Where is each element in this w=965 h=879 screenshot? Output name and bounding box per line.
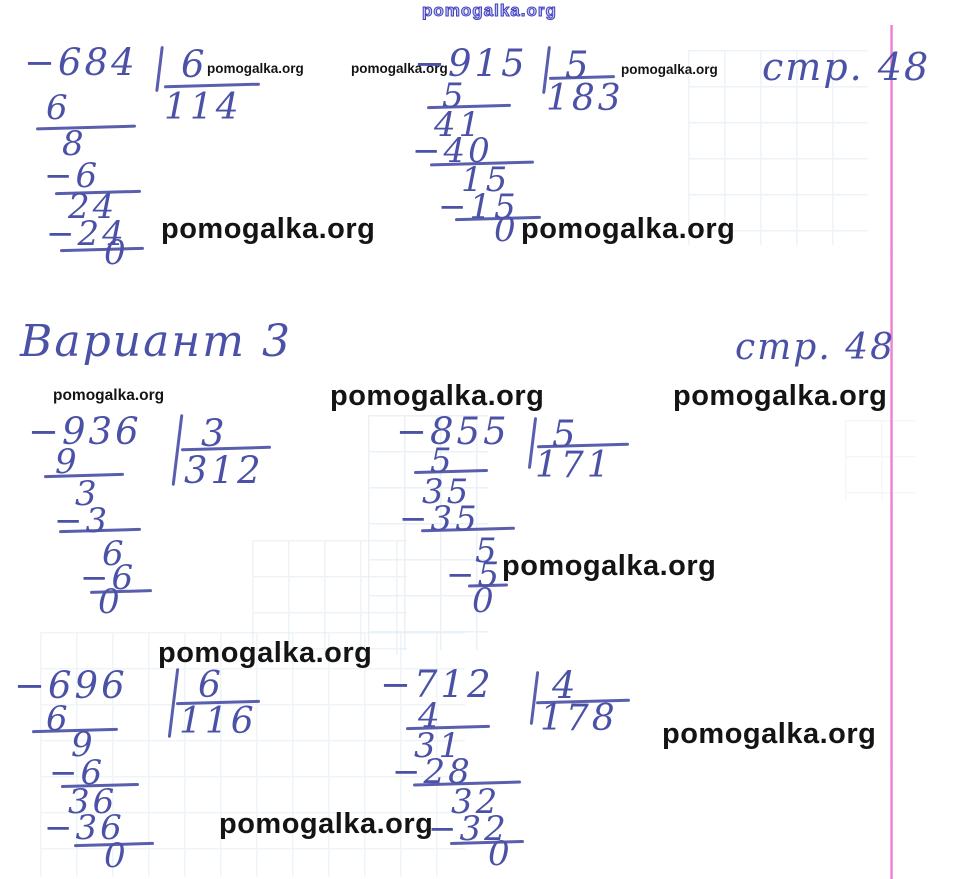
watermark-small-3: pomogalka.org	[621, 62, 718, 77]
divisor: 6	[198, 665, 224, 706]
step-row: 6	[46, 699, 71, 739]
step-row: 6	[102, 534, 127, 574]
dividend: −696	[14, 664, 128, 707]
step-row: 0	[472, 581, 497, 621]
quotient: 178	[540, 698, 618, 739]
step-row: 6	[46, 88, 71, 128]
watermark-large-4: pomogalka.org	[673, 380, 888, 412]
step-row: −36	[44, 808, 125, 848]
page-ref-top: стр. 48	[762, 45, 931, 89]
step-row: 5	[475, 531, 500, 571]
dividend: −712	[380, 663, 494, 706]
step-row: 0	[104, 233, 129, 273]
step-row: 9	[55, 442, 80, 482]
step-row: 35	[422, 472, 472, 512]
step-row: 15	[461, 160, 511, 200]
watermark-large-8: pomogalka.org	[219, 808, 434, 840]
step-row: 0	[98, 582, 123, 622]
step-row: 9	[71, 725, 96, 765]
quotient: 116	[179, 701, 257, 742]
divisor: 5	[565, 44, 592, 87]
watermark-large-6: pomogalka.org	[158, 637, 373, 669]
step-row: 0	[494, 210, 519, 250]
quotient: 171	[535, 445, 613, 486]
step-row: 3	[75, 474, 100, 514]
watermark-outline-top: pomogalka.org	[422, 1, 557, 20]
margin-line	[890, 25, 893, 879]
step-row: 36	[68, 782, 118, 822]
quotient: 312	[184, 449, 264, 492]
dividend: −915	[414, 42, 528, 85]
corner-vertical-line	[529, 671, 540, 725]
step-row: 31	[414, 726, 464, 766]
step-row: 41	[434, 105, 484, 145]
dividend: −936	[28, 410, 142, 453]
dividend: −684	[24, 41, 138, 84]
step-row: 0	[104, 836, 129, 876]
variant-title: Вариант 3	[20, 316, 292, 367]
step-row: 0	[488, 834, 513, 874]
watermark-large-7: pomogalka.org	[662, 718, 877, 750]
quotient: 114	[164, 87, 242, 128]
watermark-large-2: pomogalka.org	[521, 213, 736, 245]
dividend: −855	[396, 410, 510, 453]
watermark-small-2: pomogalka.org	[351, 61, 448, 76]
page-ref-middle: стр. 48	[735, 327, 896, 368]
quotient: 183	[546, 78, 624, 119]
watermark-large-1: pomogalka.org	[161, 213, 376, 245]
step-row: 32	[451, 782, 501, 822]
step-row: 24	[68, 187, 118, 227]
step-row: −24	[46, 214, 127, 254]
grid-patch-right-mid	[845, 420, 915, 500]
step-row: −6	[44, 156, 101, 196]
watermark-small-4: pomogalka.org	[53, 387, 165, 404]
divisor: 6	[181, 43, 208, 86]
corner-vertical-line	[155, 45, 164, 93]
step-row: 8	[62, 124, 87, 164]
watermark-small-1: pomogalka.org	[207, 61, 304, 76]
watermark-large-5: pomogalka.org	[502, 550, 717, 582]
step-row: 4	[418, 696, 443, 736]
divisor: 4	[552, 664, 579, 707]
divisor: 3	[201, 412, 228, 455]
watermark-large-3: pomogalka.org	[330, 380, 545, 412]
